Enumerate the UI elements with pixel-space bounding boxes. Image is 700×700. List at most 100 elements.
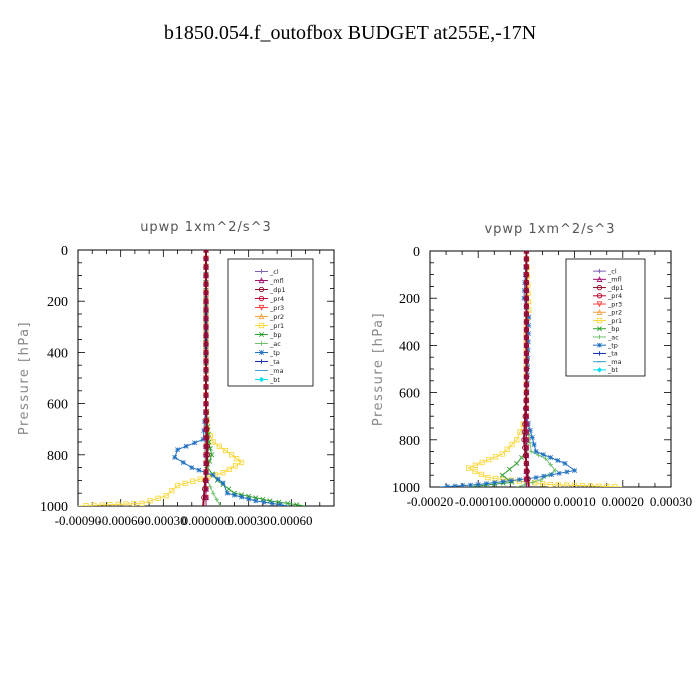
series-marker-tp	[541, 473, 547, 479]
series-marker-pr1	[571, 482, 578, 487]
series-marker-pr1	[478, 471, 485, 478]
legend-box	[565, 258, 646, 377]
series-marker-dp1	[525, 476, 531, 482]
series-marker-dp1	[203, 366, 209, 373]
series-marker-dp1	[523, 319, 530, 325]
x-tick-label: -0.00030	[140, 513, 187, 528]
legend-label-pr1: _pr1	[269, 322, 284, 330]
legend-label-dp1: _dp1	[269, 286, 286, 294]
y-tick-label: 1000	[40, 500, 68, 515]
legend-swatch-marker	[596, 309, 603, 315]
series-marker-tp	[261, 499, 267, 505]
series-marker-dp1	[202, 477, 208, 484]
panel-upwp: 0 200 400 600 800 1000-0.00090-0.00060-0.0003…	[17, 244, 335, 528]
series-marker-pr1	[547, 481, 554, 487]
y-tick-label: 1000	[392, 481, 420, 496]
series-marker-tp	[527, 427, 533, 433]
series-marker-ac	[527, 440, 533, 445]
series-marker-ac	[553, 468, 558, 473]
series-marker-bp	[294, 502, 300, 506]
series-marker-dp1	[523, 460, 530, 467]
series-marker-pr1	[233, 455, 240, 462]
legend-label-bp: _bp	[607, 325, 620, 333]
legend-label-tp: _tp	[269, 349, 280, 357]
legend-label-ta: _ta	[607, 350, 618, 358]
series-marker-dp1	[523, 256, 530, 262]
series-marker-tp	[444, 484, 450, 487]
series-marker-pr1	[472, 468, 478, 474]
series-marker-dp1	[203, 409, 209, 415]
series-marker-pr1	[514, 437, 520, 443]
legend-swatch-marker	[258, 304, 265, 311]
x-tick-label: 0.00030	[650, 494, 692, 509]
series-marker-pr1	[509, 441, 515, 448]
legend-label-ac: _ac	[269, 340, 281, 348]
series-marker-dp1	[523, 251, 530, 254]
series-marker-dp1	[203, 392, 209, 398]
series-marker-pr1	[604, 483, 610, 487]
legend-box	[227, 258, 314, 387]
series-marker-dp1	[203, 272, 209, 279]
series-marker-dp1	[521, 437, 527, 443]
series-marker-dp1	[523, 279, 530, 286]
series-marker-dp1	[203, 298, 209, 304]
legend-label-dp1: _dp1	[607, 284, 624, 292]
legend-swatch-marker	[596, 293, 603, 299]
y-tick-label: 0	[413, 245, 420, 260]
legend: _cl_mfl_dp1_pr4_pr3_pr2_pr1_bp_ac_tp_ta_…	[227, 258, 314, 387]
y-tick-label: 400	[399, 339, 420, 354]
series-group	[439, 251, 623, 487]
series-marker-tp	[483, 481, 489, 487]
legend-label-ac: _ac	[607, 333, 619, 341]
legend-swatch-marker	[259, 359, 264, 364]
series-marker-dp1	[523, 295, 530, 301]
series-marker-pr1	[579, 483, 586, 487]
series-marker-dp1	[523, 350, 530, 356]
series-line-dp1	[522, 251, 530, 487]
series-line-bp	[468, 251, 527, 487]
series-marker-tp	[526, 314, 532, 320]
series-marker-tp	[525, 339, 531, 345]
series-marker-pr1	[190, 478, 196, 484]
series-marker-bp	[209, 452, 215, 458]
legend-swatch-marker	[258, 286, 265, 293]
series-marker-tp	[183, 443, 189, 449]
series-marker-pr1	[169, 487, 175, 494]
series-marker-dp1	[203, 375, 209, 381]
series-marker-dp1	[204, 443, 210, 449]
series-marker-bp	[507, 466, 513, 472]
series-marker-pr1	[139, 500, 145, 506]
series-marker-dp1	[524, 468, 530, 474]
legend-swatch-marker	[258, 322, 265, 329]
legend-swatch-marker	[596, 301, 603, 308]
series-marker-bp	[285, 500, 291, 506]
y-tick-label: 400	[47, 346, 68, 361]
series-marker-bp	[499, 472, 505, 478]
series-marker-tp	[475, 482, 481, 487]
legend-label-bp: _bp	[269, 331, 282, 339]
legend-swatch-marker	[259, 341, 264, 346]
x-tick-label: 0.00060	[270, 513, 312, 528]
panel-vpwp: 0 200 400 600 800 1000-0.00020 -0.00010 0.00000…	[371, 245, 692, 509]
x-tick-label: 0.000000	[182, 513, 231, 528]
series-marker-pr1	[232, 463, 239, 469]
series-marker-pr1	[131, 501, 137, 506]
series-marker-dp1	[203, 324, 209, 330]
series-marker-pr1	[216, 443, 222, 449]
series-marker-ac	[548, 462, 553, 467]
series-marker-ac	[538, 477, 544, 483]
series-marker-dp1	[203, 290, 209, 296]
y-tick-label: 800	[47, 449, 68, 464]
series-marker-tp	[533, 475, 539, 481]
series-marker-pr1	[540, 481, 546, 487]
series-marker-dp1	[201, 494, 207, 501]
series-marker-tp	[239, 494, 245, 500]
series-marker-tp	[548, 455, 553, 460]
series-marker-dp1	[523, 287, 530, 293]
series-marker-pr1	[485, 474, 491, 481]
series-marker-pr1	[197, 476, 203, 482]
series-marker-pr1	[226, 466, 232, 472]
series-marker-dp1	[523, 303, 530, 309]
series-marker-pr1	[228, 452, 235, 458]
